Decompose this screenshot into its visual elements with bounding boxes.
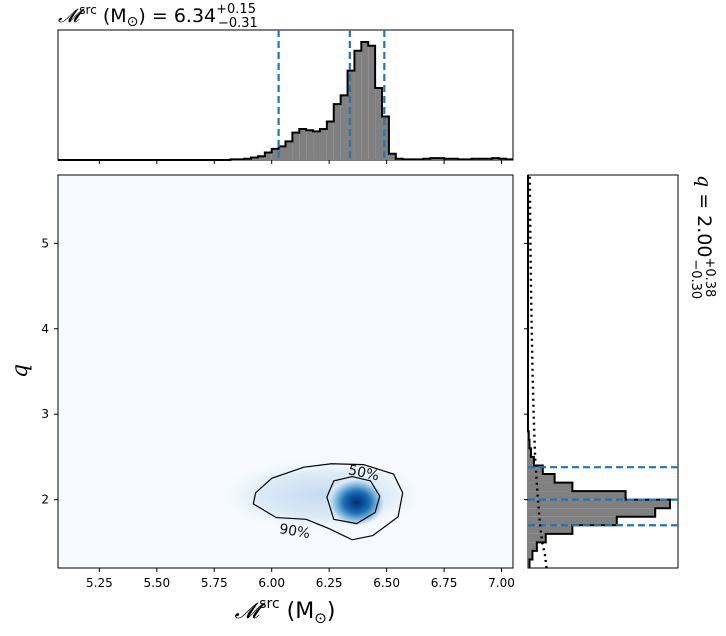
contour-label-50: 50% [347, 462, 381, 484]
right-hist-bar [528, 465, 543, 475]
top-hist-bar [340, 95, 348, 160]
right-hist-bar [528, 533, 546, 543]
contour-0.5 [326, 475, 381, 525]
right-hist-outline [527, 175, 671, 568]
top-marginal-histogram [57, 29, 514, 164]
y-tick-label: 4 [41, 322, 49, 336]
top-hist-bar [313, 131, 320, 160]
top-hist-bar [347, 70, 355, 160]
contour-label-90: 90% [278, 521, 311, 542]
right-hist-bar [528, 474, 555, 483]
x-tick-label: 6.00 [258, 576, 285, 590]
top-hist-bar [257, 156, 265, 160]
x-tick-label: 6.50 [373, 576, 400, 590]
top-hist-bar [333, 104, 341, 160]
top-hist-bar [354, 50, 362, 161]
top-hist-bar [361, 42, 369, 160]
y-tick-label: 5 [41, 236, 49, 250]
top-axes-frame [57, 29, 514, 161]
joint-axes-frame [57, 174, 514, 569]
top-hist-bar [388, 153, 396, 160]
right-hist-bar [528, 516, 617, 526]
y-tick-label: 2 [41, 493, 49, 507]
x-axis-label: 𝓜src (M⊙) [235, 596, 336, 627]
y-tick-label: 3 [41, 407, 49, 421]
y-axis-label: q [8, 364, 33, 378]
prior-dotted-line [528, 174, 548, 569]
right-marginal-histogram [524, 174, 679, 569]
top-hist-bar [285, 141, 293, 160]
x-tick-label: 6.75 [431, 576, 458, 590]
x-tick-label: 5.25 [86, 576, 113, 590]
right-hist-bar [528, 456, 534, 466]
right-hist-bar [528, 542, 537, 551]
top-hist-bar [292, 132, 300, 160]
x-tick-label: 5.50 [143, 576, 170, 590]
density-wide-region [213, 456, 432, 534]
x-tick-label: 7.00 [488, 576, 515, 590]
top-hist-bar [278, 146, 286, 160]
right-hist-bar [528, 550, 533, 560]
top-hist-bar [264, 152, 272, 160]
top-title: 𝓜src (M⊙) = 6.34+0.15 −0.31 [58, 2, 258, 31]
top-hist-outline [58, 41, 513, 161]
top-hist-bar [271, 148, 279, 160]
x-tick-label: 6.25 [316, 576, 343, 590]
top-hist-bar [299, 128, 307, 160]
top-hist-bar [382, 116, 389, 160]
top-hist-bar [319, 128, 327, 160]
top-hist-bar [251, 157, 258, 160]
joint-density-panel: 5.25 5.50 5.75 6.00 6.25 6.50 6.75 7.00 2 3 4 5 50… [41, 174, 515, 590]
contour-0.9 [252, 463, 404, 541]
right-hist-bar [528, 482, 573, 492]
top-hist-bar [375, 87, 383, 160]
right-title: q = 2.00+0.38−0.30 [688, 175, 717, 299]
right-hist-bar [528, 525, 573, 534]
right-hist-bar [528, 448, 531, 457]
right-hist-bar [528, 508, 656, 517]
right-hist-bar [528, 499, 670, 509]
right-hist-bar [528, 491, 626, 500]
x-tick-label: 5.75 [201, 576, 228, 590]
top-hist-bar [326, 121, 334, 160]
top-hist-bar [368, 45, 376, 160]
top-hist-bar [306, 130, 314, 160]
